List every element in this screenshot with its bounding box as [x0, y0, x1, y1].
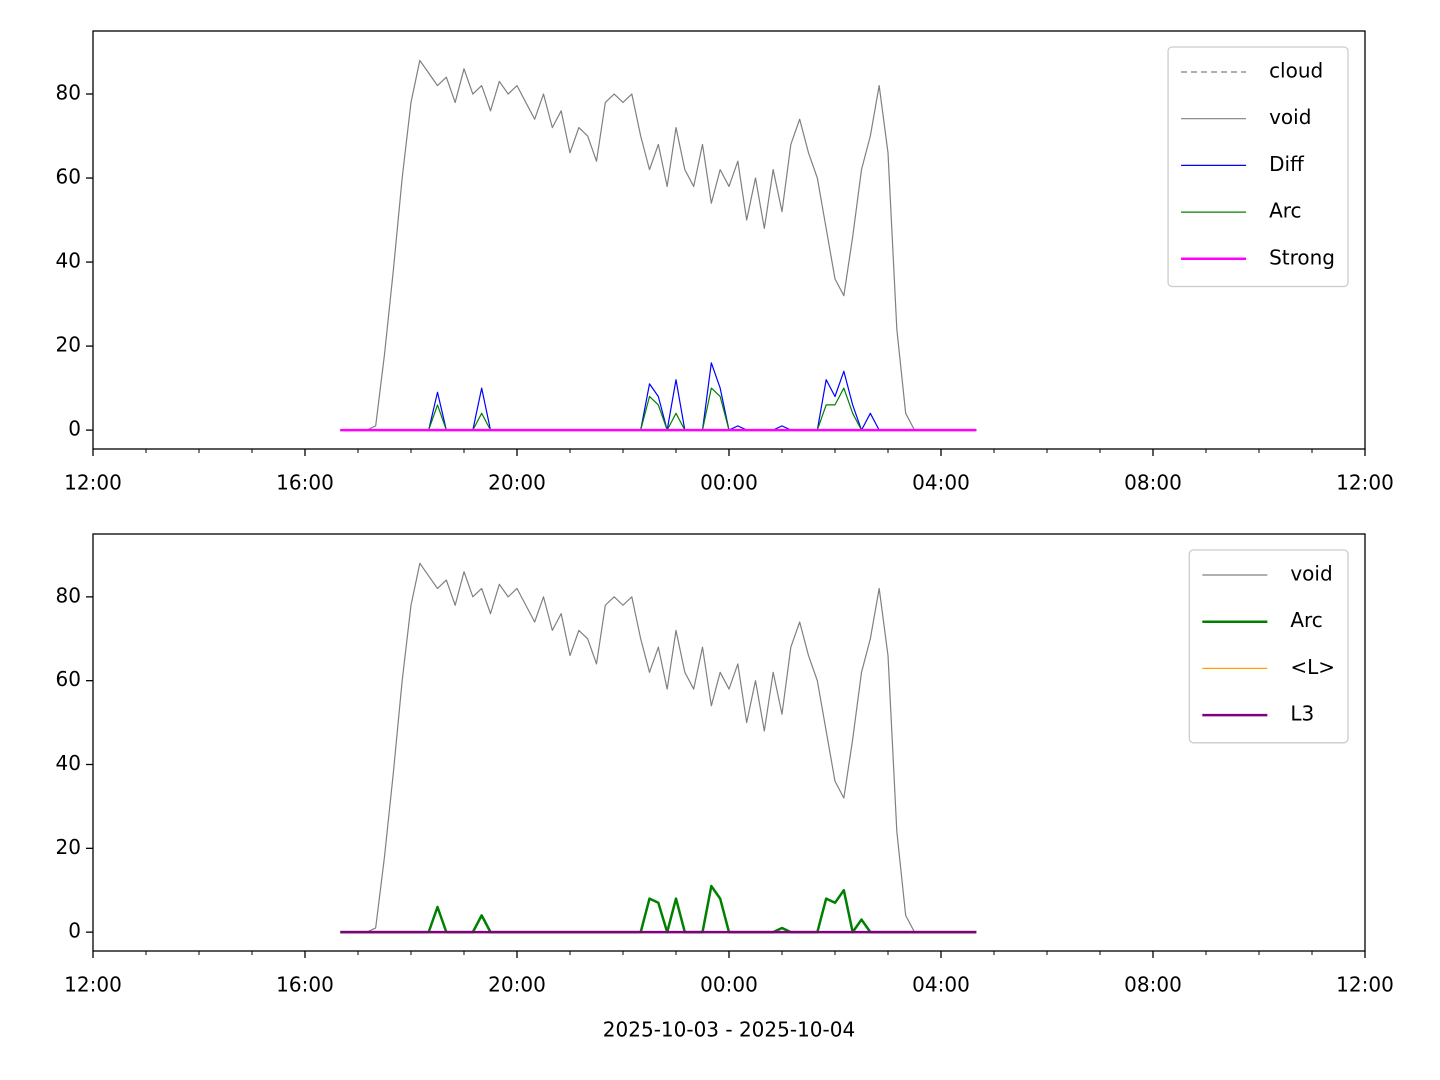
legend-box: [1188, 549, 1349, 744]
x-tick-label: 04:00: [912, 973, 970, 997]
x-tick-label: 08:00: [1124, 471, 1182, 495]
legend-label: Diff: [1269, 152, 1305, 176]
legend-label: Strong: [1269, 245, 1335, 269]
y-tick-label: 40: [56, 249, 81, 273]
x-tick-label: 12:00: [64, 471, 122, 495]
x-tick-label: 04:00: [912, 471, 970, 495]
legend-label: void: [1290, 562, 1332, 586]
series-line: [340, 362, 977, 431]
y-tick-label: 0: [68, 919, 81, 943]
x-tick-label: 12:00: [1336, 471, 1394, 495]
axes: 0 20 40 60 80 12:00 16:00 20:00 00:00 04:00 08:00 1…: [56, 81, 1394, 495]
x-tick-label: 12:00: [64, 973, 122, 997]
x-tick-label: 08:00: [1124, 973, 1182, 997]
x-tick-label: 20:00: [488, 973, 546, 997]
y-tick-label: 80: [56, 81, 81, 105]
x-tick-label: 16:00: [276, 471, 334, 495]
legend-label: <L>: [1290, 655, 1335, 679]
x-tick-label: 16:00: [276, 973, 334, 997]
x-tick-label: 12:00: [1336, 973, 1394, 997]
x-tick-label: 20:00: [488, 471, 546, 495]
series-line: [340, 884, 977, 934]
legend: void Arc <L> L3: [1188, 549, 1349, 744]
x-tick-label: 00:00: [700, 471, 758, 495]
axes: 0 20 40 60 80 12:00 16:00 20:00 00:00 04:00 08:00 1…: [56, 583, 1394, 1041]
x-axis-label: 2025-10-03 - 2025-10-04: [603, 1018, 855, 1042]
y-tick-label: 40: [56, 751, 81, 775]
x-tick-label: 00:00: [700, 973, 758, 997]
series-line: [340, 562, 977, 933]
y-tick-label: 0: [68, 417, 81, 441]
legend: cloud void Diff Arc Strong: [1167, 46, 1349, 288]
plot-frame: [92, 30, 1366, 450]
series-line: [340, 59, 977, 431]
y-tick-label: 60: [56, 165, 81, 189]
legend-box: [1167, 46, 1349, 288]
series-line: [340, 387, 977, 431]
y-tick-label: 20: [56, 333, 81, 357]
legend-label: void: [1269, 105, 1311, 129]
y-tick-label: 80: [56, 583, 81, 607]
plot-frame: [92, 533, 1366, 952]
legend-label: L3: [1290, 702, 1314, 726]
legend-label: Arc: [1269, 199, 1301, 223]
legend-label: Arc: [1290, 608, 1322, 632]
legend-label: cloud: [1269, 59, 1323, 83]
y-tick-label: 20: [56, 835, 81, 859]
y-tick-label: 60: [56, 667, 81, 691]
